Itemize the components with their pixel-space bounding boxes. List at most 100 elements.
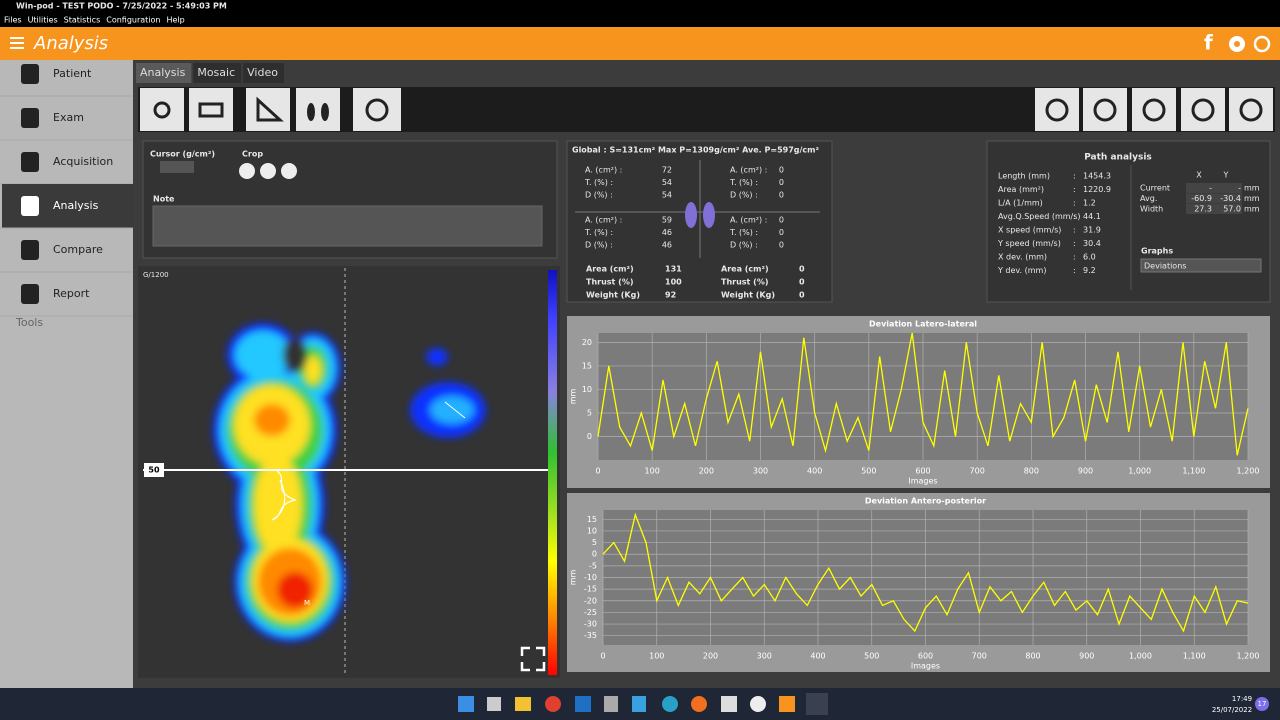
total-label: Weight (Kg) — [721, 291, 775, 300]
x-tick-label: 1,000 — [1128, 467, 1151, 476]
y-tick-label: 10 — [582, 385, 592, 394]
pressure-map — [138, 266, 560, 678]
tab[interactable] — [243, 63, 284, 83]
sidebar-item[interactable]: Compare — [53, 243, 103, 256]
x-tick-label: 1,200 — [1237, 467, 1260, 476]
y-tick-label: -10 — [584, 573, 597, 582]
total-value: 131 — [665, 265, 682, 274]
tab[interactable] — [193, 63, 242, 83]
graphs-value: Deviations — [1144, 262, 1186, 271]
quadrant-label: T. (%) : — [729, 228, 758, 237]
path-title: Path analysis — [1084, 153, 1152, 163]
marker-label: 50 — [148, 466, 160, 475]
x-tick-label: 400 — [807, 467, 822, 476]
menu-item[interactable]: Statistics — [64, 16, 101, 25]
path-label: X dev. (mm) — [998, 253, 1047, 262]
sidebar-icon — [21, 64, 39, 84]
total-label: Area (cm²) — [721, 265, 769, 274]
xy-value: 57.0 — [1223, 205, 1241, 214]
menu-icon[interactable] — [10, 37, 24, 49]
total-label: Weight (Kg) — [586, 291, 640, 300]
app-header — [0, 27, 1280, 60]
quadrant-value: 0 — [779, 178, 784, 187]
path-sep: : — [1073, 239, 1076, 248]
xy-label: Avg. — [1140, 194, 1157, 203]
sidebar-item[interactable]: Patient — [53, 67, 92, 80]
cop-trace — [271, 469, 297, 521]
y-tick-label: 5 — [587, 408, 592, 417]
window-title: Win-pod - TEST PODO - 7/25/2022 - 5:49:0… — [16, 2, 227, 11]
y-tick-label: -35 — [584, 631, 597, 640]
sidebar-item[interactable]: Exam — [53, 111, 84, 124]
menu-item[interactable]: Utilities — [28, 16, 58, 25]
sidebar-item[interactable]: Acquisition — [53, 155, 113, 168]
sidebar-item[interactable]: Report — [53, 287, 90, 300]
xy-value: - — [1238, 184, 1241, 193]
note-field[interactable] — [152, 205, 543, 247]
y-tick-label: 15 — [582, 361, 592, 370]
xy-value: - — [1209, 184, 1212, 193]
y-axis-label: mm — [569, 389, 578, 405]
path-label: Y speed (mm/s) — [997, 239, 1061, 248]
x-tick-label: 500 — [861, 467, 876, 476]
path-sep: : — [1073, 212, 1076, 221]
tab[interactable] — [136, 63, 192, 83]
total-label: Thrust (%) — [721, 278, 769, 287]
fullscreen-button[interactable] — [520, 646, 546, 672]
left-foot — [213, 323, 346, 642]
quadrant-value: 72 — [662, 166, 672, 175]
y-tick-label: 15 — [587, 515, 597, 524]
svg-text:f: f — [1204, 31, 1213, 55]
x-tick-label: 100 — [645, 467, 660, 476]
sidebar-item[interactable]: Analysis — [53, 199, 99, 212]
taskbar-icons[interactable] — [458, 693, 828, 715]
crop-label: Crop — [242, 150, 263, 159]
quadrant-label: D (%) : — [585, 191, 613, 200]
color-scale — [548, 270, 557, 675]
cursor-field — [160, 161, 194, 173]
xy-label: Width — [1140, 205, 1163, 214]
chart-title: Deviation Latero-lateral — [869, 320, 977, 329]
right-foot — [410, 348, 486, 438]
x-tick-label: 300 — [757, 652, 772, 661]
total-value: 92 — [665, 291, 676, 300]
menu-item[interactable]: Configuration — [106, 16, 160, 25]
quadrant-value: 0 — [779, 228, 784, 237]
x-tick-label: 900 — [1078, 467, 1093, 476]
x-tick-label: 0 — [595, 467, 600, 476]
crop-buttons[interactable] — [239, 163, 297, 179]
x-tick-label: 0 — [600, 652, 605, 661]
toolbar-buttons[interactable] — [140, 88, 1273, 131]
path-value: 6.0 — [1083, 253, 1096, 262]
path-sep: : — [1073, 172, 1076, 181]
header-icons[interactable]: f — [1204, 31, 1271, 55]
path-sep: : — [1073, 199, 1076, 208]
tab-label: Video — [247, 66, 278, 79]
graphs-dropdown[interactable] — [1140, 258, 1262, 273]
path-value: 1454.3 — [1083, 172, 1111, 181]
x-tick-label: 400 — [810, 652, 825, 661]
x-tick-label: 200 — [699, 467, 714, 476]
x-tick-label: 100 — [649, 652, 664, 661]
x-tick-label: 600 — [918, 652, 933, 661]
xy-unit: mm — [1244, 194, 1260, 203]
y-axis-label: mm — [569, 570, 578, 586]
taskbar-time: 17:49 — [1232, 695, 1252, 703]
path-label: X speed (mm/s) — [998, 226, 1061, 235]
menu-item[interactable]: Files — [4, 16, 22, 25]
xy-unit: mm — [1244, 184, 1260, 193]
sidebar-icon — [21, 152, 39, 172]
xy-field — [1186, 193, 1242, 204]
x-axis-label: Images — [908, 477, 937, 486]
x-tick-label: 600 — [915, 467, 930, 476]
note-label: Note — [153, 195, 175, 204]
path-value: 44.1 — [1083, 212, 1101, 221]
total-value: 0 — [799, 265, 805, 274]
xy-value: -60.9 — [1191, 194, 1212, 203]
path-panel — [986, 140, 1271, 303]
cursor-marker[interactable] — [144, 463, 164, 477]
quadrant-label: D (%) : — [730, 191, 758, 200]
menu-item[interactable]: Help — [167, 16, 185, 25]
sidebar-icon — [21, 196, 39, 216]
quadrant-value: 0 — [779, 216, 784, 225]
